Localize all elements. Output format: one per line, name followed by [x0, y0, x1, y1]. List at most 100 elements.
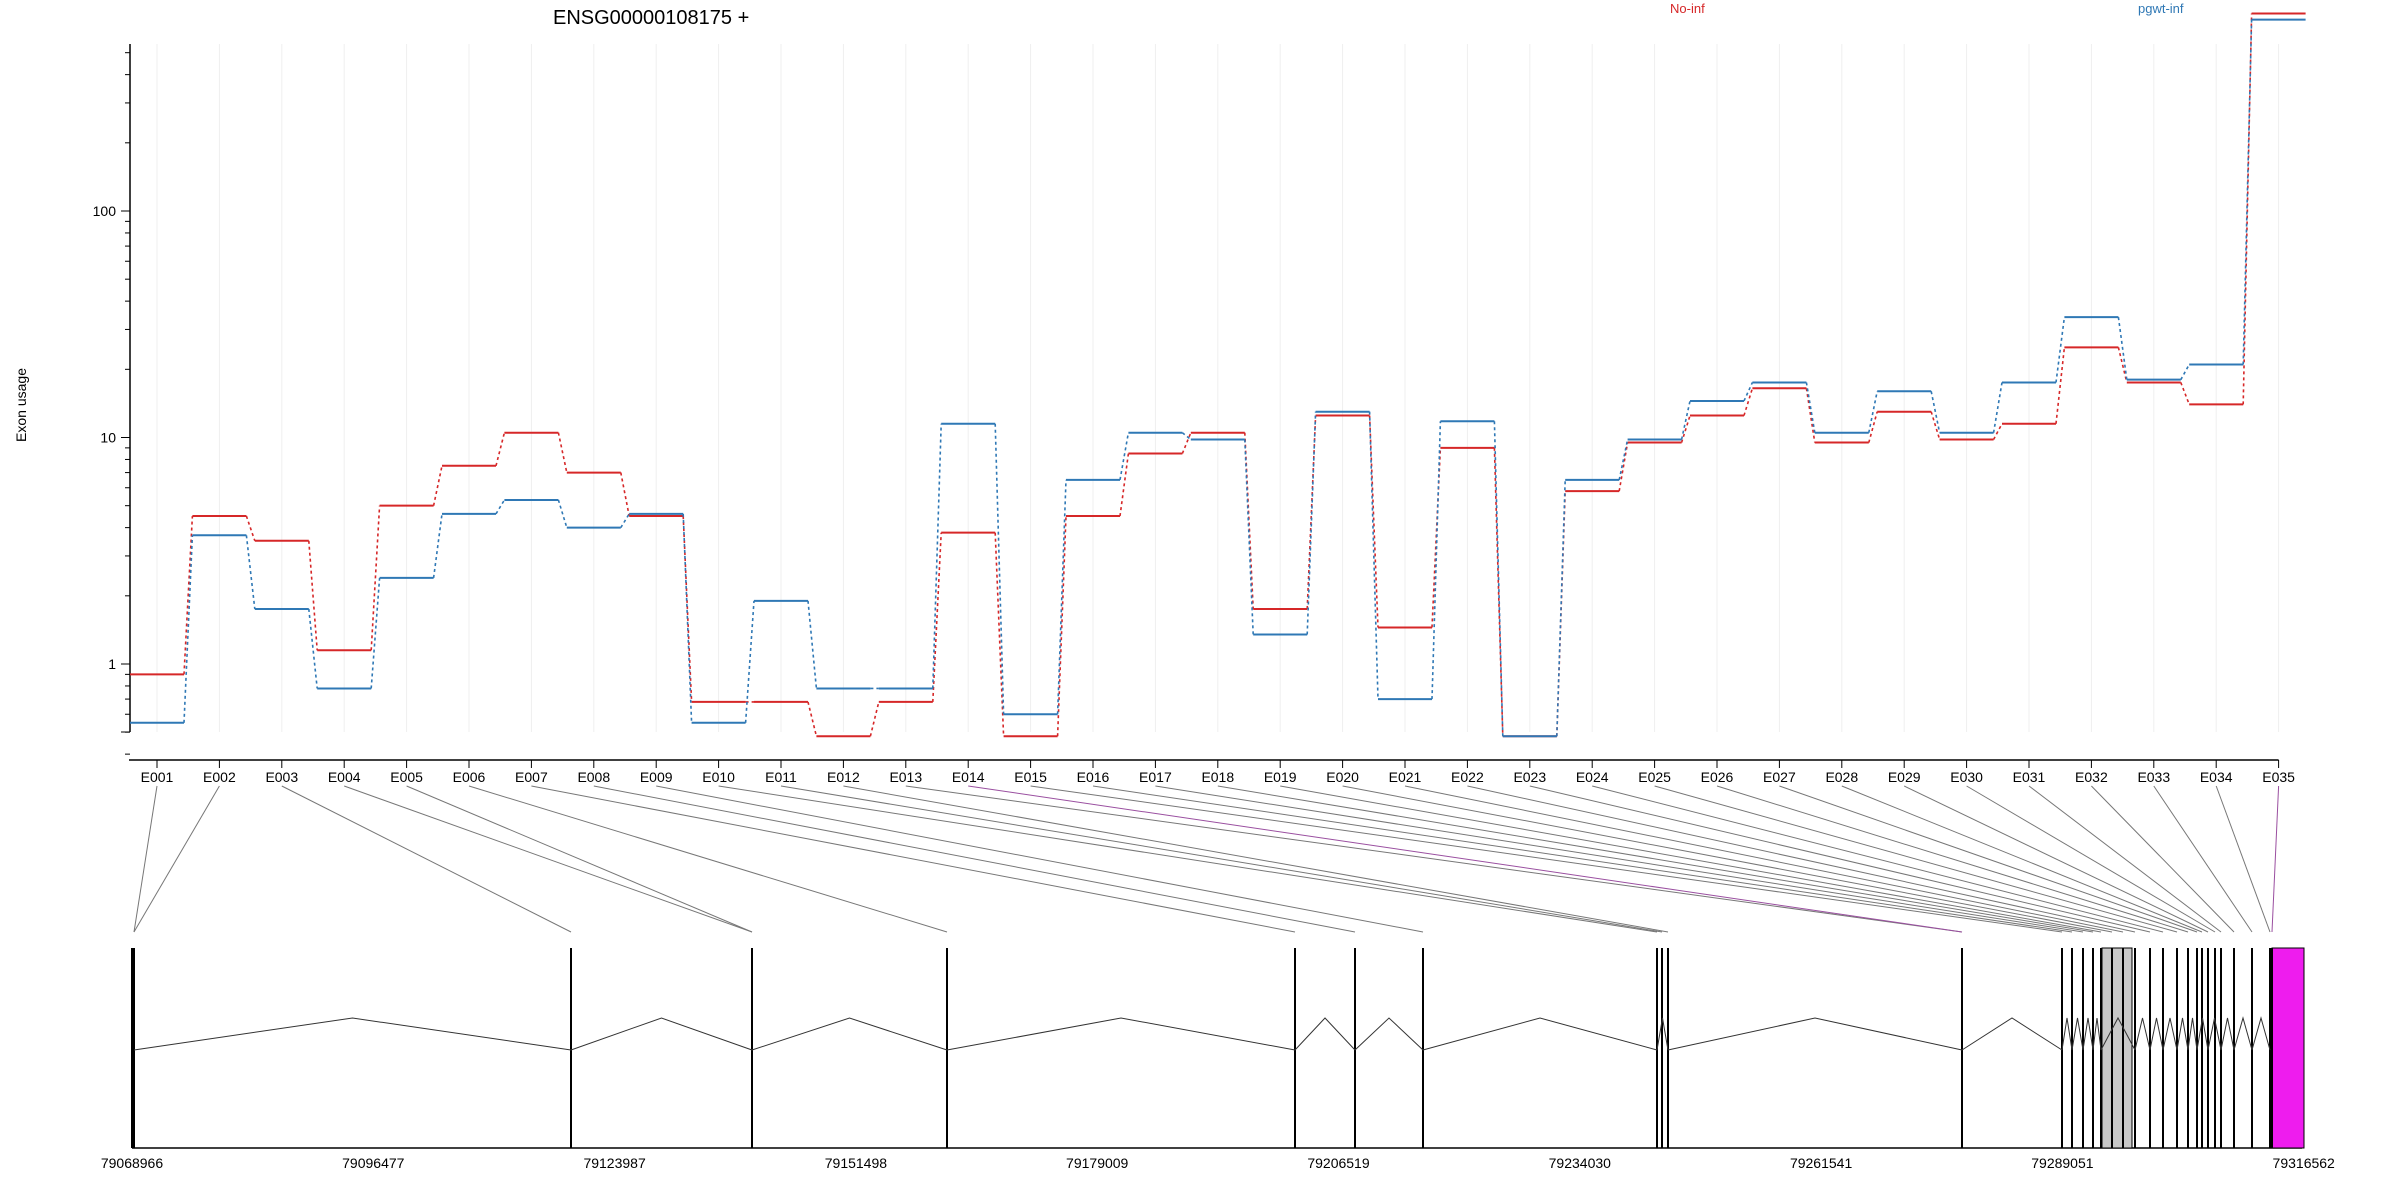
- intron-line: [2196, 1017, 2209, 1051]
- exon-connector: [1841, 785, 2203, 933]
- connector-segment: [557, 499, 568, 528]
- exon-connector: [1966, 785, 2216, 933]
- connector-segment: [1868, 391, 1878, 433]
- x-tick-label: E031: [2013, 769, 2046, 785]
- connector-segment: [2117, 317, 2128, 380]
- x-tick-label: E025: [1638, 769, 1671, 785]
- exon-connector: [905, 785, 1963, 933]
- exon-connector: [531, 785, 1296, 933]
- connector-segment: [557, 432, 568, 473]
- exon-connector: [1592, 785, 2164, 933]
- x-tick-label: E018: [1201, 769, 1234, 785]
- x-tick-label: E022: [1451, 769, 1484, 785]
- connector-segment: [1743, 388, 1754, 416]
- connector-segment: [1992, 423, 2003, 440]
- x-tick-label: E007: [515, 769, 548, 785]
- y-tick-label: 1: [108, 656, 116, 672]
- x-tick-label: E004: [328, 769, 361, 785]
- genome-axis-label: 79179009: [1066, 1155, 1129, 1171]
- x-tick-label: E032: [2075, 769, 2108, 785]
- connector-segment: [308, 608, 318, 689]
- exon-connector: [1654, 785, 2178, 933]
- connector-segment: [495, 432, 506, 466]
- connector-segment: [1868, 411, 1878, 443]
- genome-axis-label: 79096477: [342, 1155, 405, 1171]
- exon-connector: [718, 785, 1658, 933]
- exon-connector: [1467, 785, 2136, 933]
- genome-axis-label: 79068966: [101, 1155, 164, 1171]
- x-tick-label: E003: [265, 769, 298, 785]
- exon-connector: [1903, 785, 2209, 933]
- connector-segment: [183, 516, 194, 675]
- genome-axis-label: 79206519: [1307, 1155, 1370, 1171]
- x-tick-label: E015: [1014, 769, 1047, 785]
- x-tick-label: E016: [1077, 769, 1110, 785]
- series-lines: [130, 12, 2306, 738]
- connector-segment: [370, 505, 381, 651]
- axes: 1 10 100 E001 E002 E003 E004 E005 E006 E007 E008 E0…: [93, 44, 2295, 785]
- connector-segment: [2117, 347, 2128, 383]
- intron-line: [2207, 1017, 2222, 1051]
- genome-axis-label: 79316562: [2273, 1155, 2336, 1171]
- connector-segment: [1930, 411, 1941, 440]
- connector-segment: [245, 535, 256, 610]
- exon-connector: [2028, 785, 2222, 933]
- intron-line: [1354, 1017, 1424, 1051]
- y-tick-label: 100: [93, 203, 117, 219]
- legend-pgwt-inf: pgwt-inf: [2138, 1, 2184, 16]
- intron-line: [1961, 1017, 2063, 1051]
- intron-line: [751, 1017, 948, 1051]
- connector-segment: [370, 577, 381, 689]
- x-tick-label: E023: [1513, 769, 1546, 785]
- connector-segment: [432, 513, 443, 578]
- x-tick-label: E009: [640, 769, 673, 785]
- exon-connector: [656, 785, 1424, 933]
- exon-connector: [780, 785, 1663, 933]
- connector-segment: [1431, 421, 1442, 700]
- connector-segment: [869, 701, 880, 737]
- connector-segment: [1618, 442, 1629, 492]
- x-tick-label: E014: [952, 769, 985, 785]
- connector-segment: [1181, 432, 1192, 441]
- intron-line: [2162, 1017, 2178, 1051]
- exon-connector: [2215, 785, 2271, 933]
- intron-line: [1422, 1017, 1658, 1051]
- connector-segment: [2180, 382, 2190, 405]
- exon-connector: [843, 785, 1669, 933]
- x-tick-label: E026: [1701, 769, 1734, 785]
- exon-connector: [2271, 785, 2280, 933]
- exon-connector: [1342, 785, 2113, 933]
- intron-line: [2187, 1017, 2198, 1051]
- x-tick-label: E011: [765, 769, 797, 785]
- exon-connector: [1529, 785, 2151, 933]
- connector-segment: [2055, 317, 2066, 383]
- connector-segment: [183, 535, 194, 723]
- x-tick-label: E001: [141, 769, 174, 785]
- connector-segment: [308, 540, 318, 651]
- connector-segment: [1805, 388, 1816, 443]
- series-pgwt-inf: [130, 18, 2306, 738]
- genome-axis-label: 79123987: [583, 1155, 646, 1171]
- exon-connector: [968, 785, 1963, 933]
- exon-connector: [2091, 785, 2235, 933]
- x-tick-label: E008: [577, 769, 610, 785]
- genome-axis-label: 79261541: [1790, 1155, 1853, 1171]
- connector-segment: [1244, 439, 1254, 635]
- connector-segment: [432, 465, 443, 506]
- exon-connector: [2153, 785, 2253, 933]
- x-tick-label: E002: [203, 769, 236, 785]
- intron-line: [2071, 1017, 2084, 1051]
- x-tick-label: E006: [453, 769, 486, 785]
- x-tick-label: E012: [827, 769, 860, 785]
- connector-segment: [932, 423, 942, 689]
- connector-segment: [932, 532, 942, 702]
- legend-no-inf: No-inf: [1670, 1, 1705, 16]
- intron-line: [2134, 1017, 2151, 1051]
- x-tick-label: E005: [390, 769, 423, 785]
- exon-connector: [406, 785, 753, 933]
- exon-connector: [1155, 785, 2084, 933]
- connector-segment: [1805, 382, 1816, 433]
- genome-axis-label: 79151498: [825, 1155, 888, 1171]
- exon-connector: [281, 785, 572, 933]
- exon-connector: [1092, 785, 2073, 933]
